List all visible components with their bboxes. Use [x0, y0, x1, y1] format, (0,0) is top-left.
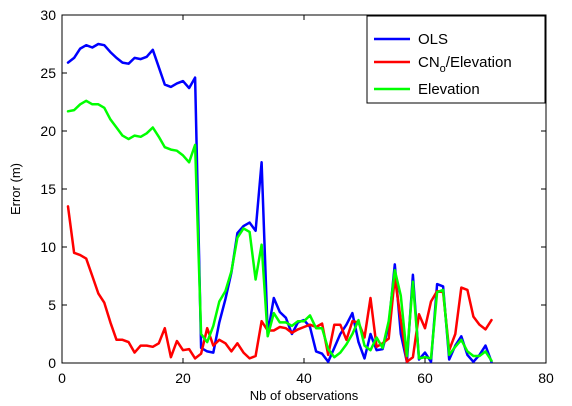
- y-tick-label: 25: [40, 65, 56, 81]
- series-line-elevation: [66, 99, 493, 362]
- x-tick-label: 40: [296, 370, 312, 386]
- legend-label-main: OLS: [418, 31, 448, 48]
- legend: OLS CNo/Elevation Elevation: [366, 15, 546, 104]
- legend-label-main: CN: [418, 54, 440, 71]
- series-layer: [66, 42, 493, 364]
- legend-entries: OLS CNo/Elevation Elevation: [374, 31, 512, 98]
- y-tick-label: 5: [48, 297, 56, 313]
- tick-layer: 0 20 40 60 80 0 5 10 15 20 25 30: [40, 7, 554, 386]
- x-tick-label: 80: [538, 370, 554, 386]
- y-tick-label: 20: [40, 123, 56, 139]
- legend-label: CNo/Elevation: [418, 54, 512, 75]
- y-tick-label: 0: [48, 355, 56, 371]
- legend-label: Elevation: [418, 81, 480, 98]
- legend-label-main: Elevation: [418, 81, 480, 98]
- x-tick-label: 0: [58, 370, 66, 386]
- legend-label-tail: /Elevation: [446, 54, 512, 71]
- series-line-cno-elevation: [66, 205, 493, 364]
- x-axis-title: Nb of observations: [250, 388, 359, 403]
- y-tick-label: 15: [40, 181, 56, 197]
- x-tick-label: 60: [417, 370, 433, 386]
- x-tick-label: 20: [175, 370, 191, 386]
- y-tick-label: 30: [40, 7, 56, 23]
- y-tick-label: 10: [40, 239, 56, 255]
- y-axis-title: Error (m): [8, 163, 23, 215]
- legend-label-subscript: o: [440, 63, 446, 75]
- legend-label: OLS: [418, 31, 448, 48]
